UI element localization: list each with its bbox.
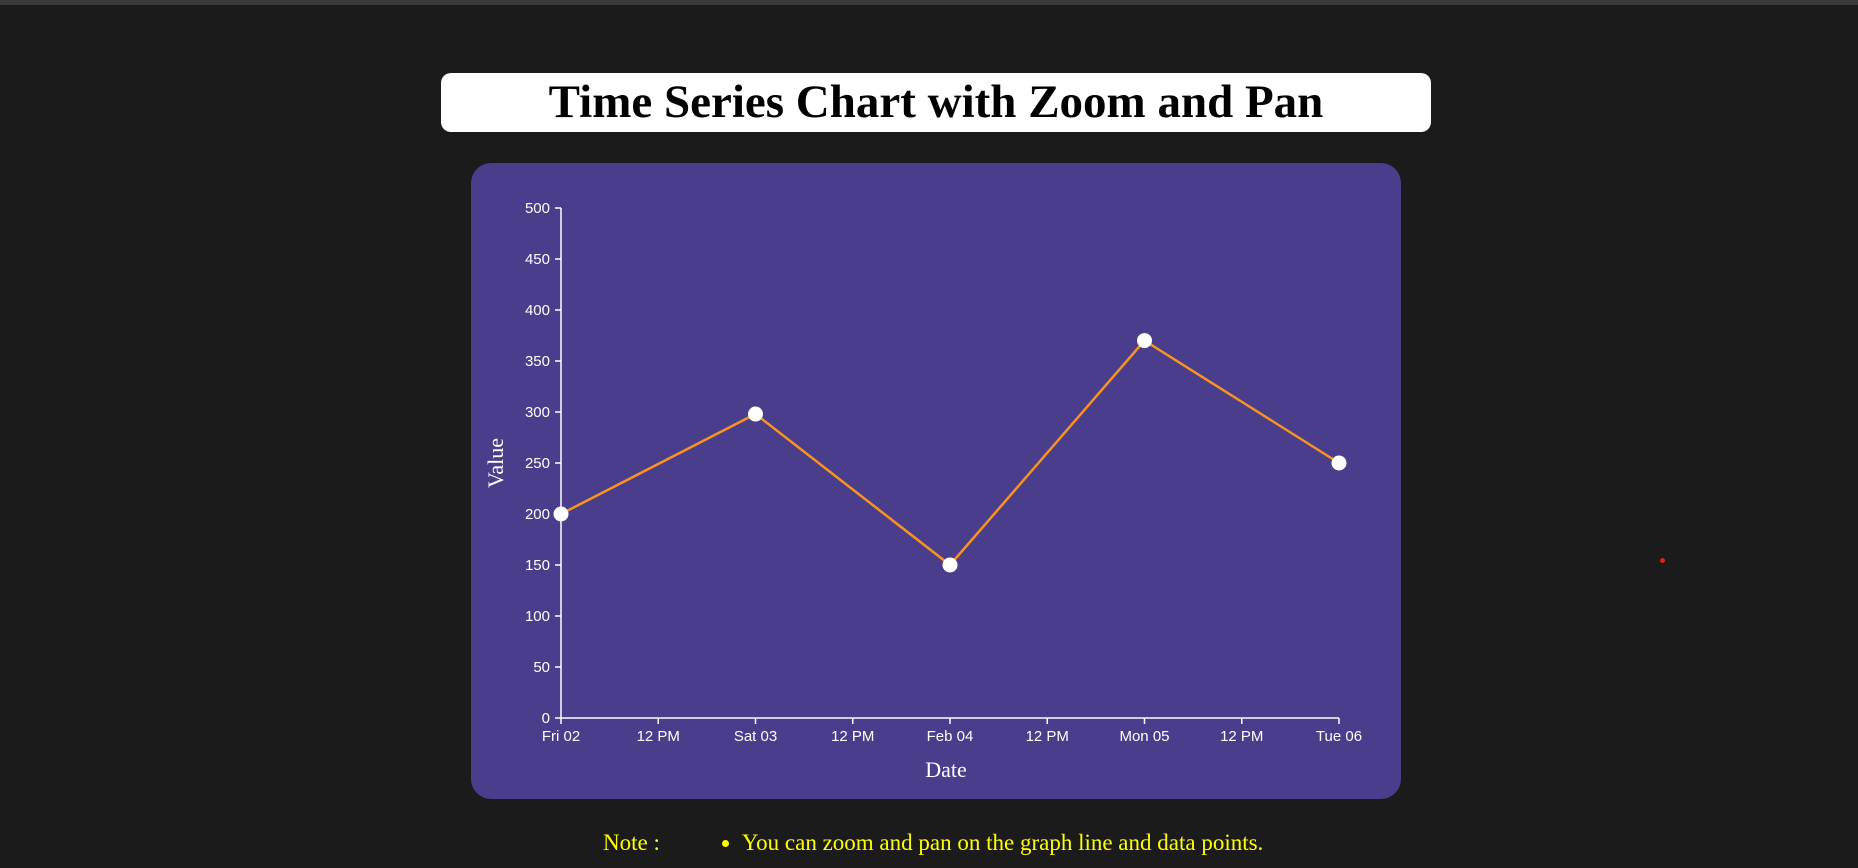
y-tick-label: 300: [525, 404, 550, 421]
title-box: Time Series Chart with Zoom and Pan: [441, 73, 1431, 132]
x-tick-label: Feb 04: [927, 728, 974, 745]
note-list: You can zoom and pan on the graph line a…: [722, 830, 1263, 856]
y-tick-label: 150: [525, 557, 550, 574]
x-tick-label: 12 PM: [831, 728, 874, 745]
data-point[interactable]: [553, 506, 569, 522]
note-label: Note :: [603, 830, 660, 855]
time-series-chart[interactable]: 0 50 100 150 200 250 300 350 400 450 500 Fri 02 12 …: [471, 163, 1401, 799]
x-tick-label: Fri 02: [542, 728, 580, 745]
data-point[interactable]: [1331, 455, 1347, 471]
y-tick-label: 350: [525, 353, 550, 370]
x-axis: Fri 02 12 PM Sat 03 12 PM Feb 04 12 PM Mon 05 1…: [542, 717, 1362, 745]
y-axis: 0 50 100 150 200 250 300 350 400 450 500: [525, 200, 562, 727]
note: Note : You can zoom and pan on the graph…: [603, 828, 1263, 858]
cursor-dot: [1660, 558, 1665, 563]
x-tick-label: 12 PM: [1220, 728, 1263, 745]
y-tick-label: 450: [525, 251, 550, 268]
x-tick-label: Sat 03: [734, 728, 777, 745]
x-tick-label: 12 PM: [1026, 728, 1069, 745]
y-tick-label: 200: [525, 506, 550, 523]
page-title: Time Series Chart with Zoom and Pan: [548, 76, 1324, 128]
y-tick-label: 50: [533, 659, 550, 676]
y-tick-label: 0: [542, 710, 550, 727]
y-tick-label: 400: [525, 302, 550, 319]
data-point[interactable]: [1137, 333, 1152, 349]
x-tick-label: Tue 06: [1316, 728, 1362, 745]
y-tick-label: 250: [525, 455, 550, 472]
chart-panel[interactable]: 0 50 100 150 200 250 300 350 400 450 500 Fri 02 12 …: [471, 163, 1401, 799]
x-axis-title: Date: [925, 757, 967, 782]
y-tick-label: 500: [525, 200, 550, 217]
browser-top-strip: [0, 0, 1858, 5]
y-tick-label: 100: [525, 608, 550, 625]
x-tick-label: Mon 05: [1119, 728, 1169, 745]
plot-area[interactable]: [553, 333, 1347, 573]
data-point[interactable]: [942, 557, 958, 573]
x-tick-label: 12 PM: [637, 728, 680, 745]
data-point[interactable]: [748, 406, 763, 422]
y-axis-title: Value: [483, 438, 508, 488]
note-item: You can zoom and pan on the graph line a…: [742, 830, 1263, 856]
series-line[interactable]: [560, 338, 1340, 567]
